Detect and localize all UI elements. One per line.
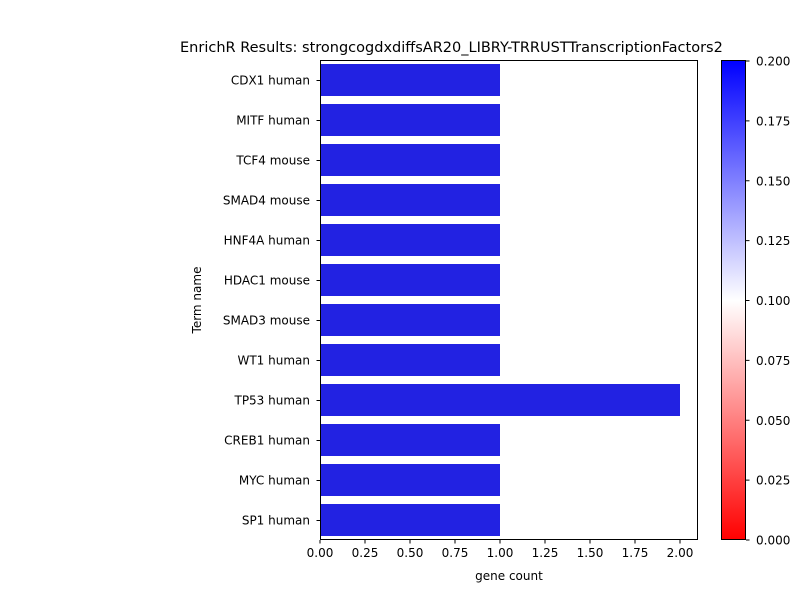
- bar: [320, 264, 500, 296]
- colorbar-tick-label: 0.075: [756, 354, 790, 368]
- bar: [320, 224, 500, 256]
- plot-frame: [320, 60, 698, 540]
- x-tick-label: 2.00: [667, 546, 694, 560]
- colorbar-tick-label: 0.100: [756, 294, 790, 308]
- x-tick-label: 1.25: [532, 546, 559, 560]
- bar: [320, 344, 500, 376]
- x-tick-label: 1.00: [487, 546, 514, 560]
- x-tick-label: 0.00: [307, 546, 334, 560]
- colorbar-tick-label: 0.150: [756, 174, 790, 188]
- bar: [320, 104, 500, 136]
- bar: [320, 64, 500, 96]
- y-tick-label: TCF4 mouse: [235, 154, 310, 168]
- bar: [320, 184, 500, 216]
- y-tick-label: SMAD4 mouse: [223, 194, 310, 208]
- chart-title: EnrichR Results: strongcogdxdiffsAR20_LI…: [180, 40, 723, 56]
- colorbar-tick-label: 0.050: [756, 414, 790, 428]
- x-tick-label: 1.50: [577, 546, 604, 560]
- y-axis-label: Term name: [190, 267, 204, 335]
- colorbar-tick-label: 0.025: [756, 474, 790, 488]
- bar: [320, 504, 500, 536]
- y-tick-label: MYC human: [239, 474, 310, 488]
- bar: [320, 464, 500, 496]
- y-tick-label: SMAD3 mouse: [223, 314, 310, 328]
- y-tick-label: HNF4A human: [224, 234, 310, 248]
- x-tick-label: 1.75: [622, 546, 649, 560]
- y-tick-label: SP1 human: [242, 514, 310, 528]
- bar: [320, 384, 680, 416]
- y-tick-label: CDX1 human: [231, 74, 310, 88]
- bar: [320, 144, 500, 176]
- colorbar: [721, 61, 746, 540]
- y-tick-label: MITF human: [236, 114, 310, 128]
- y-ticks-group: CDX1 human MITF human TCF4 mouse SMAD4 mous…: [223, 74, 320, 528]
- x-tick-label: 0.25: [352, 546, 379, 560]
- x-tick-label: 0.50: [397, 546, 424, 560]
- colorbar-tick-label: 0.175: [756, 114, 790, 128]
- y-tick-label: CREB1 human: [224, 434, 310, 448]
- x-axis-label: gene count: [475, 569, 543, 583]
- bar: [320, 424, 500, 456]
- colorbar-frame: [721, 60, 746, 540]
- x-tick-label: 0.75: [442, 546, 469, 560]
- colorbar-tick-label: 0.000: [756, 534, 790, 548]
- y-tick-label: HDAC1 mouse: [224, 274, 310, 288]
- bars-group: [320, 64, 680, 536]
- colorbar-tick-label: 0.125: [756, 234, 790, 248]
- y-tick-label: TP53 human: [233, 394, 310, 408]
- bar: [320, 304, 500, 336]
- colorbar-tick-label: 0.200: [756, 55, 790, 69]
- y-tick-label: WT1 human: [237, 354, 310, 368]
- x-ticks-group: 0.00 0.25 0.50 0.75 1.00 1.25 1.50 1.75 2.00: [307, 540, 694, 560]
- colorbar-ticks-group: 0.000 0.025 0.050 0.075 0.100 0.125 0.150 0.175…: [746, 55, 790, 548]
